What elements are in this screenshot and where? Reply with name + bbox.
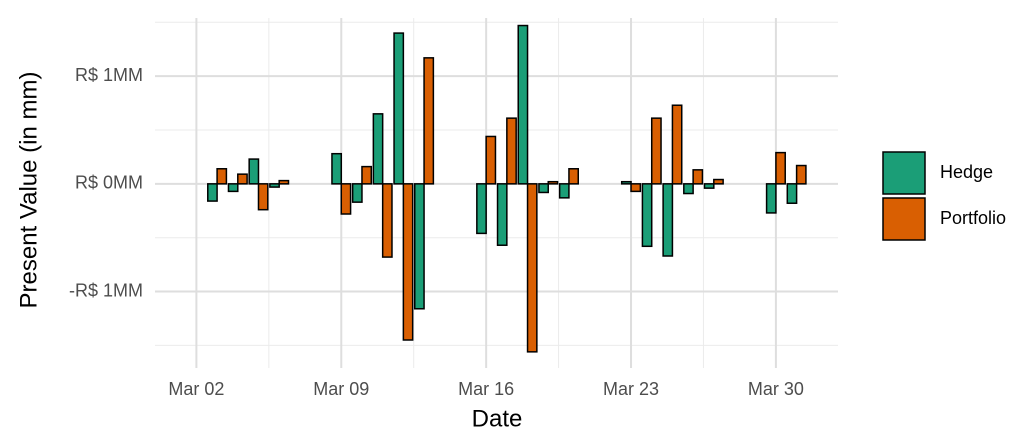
bar bbox=[506, 117, 517, 185]
y-axis-title: Present Value (in mm) bbox=[15, 72, 42, 309]
bar bbox=[248, 158, 260, 185]
bar bbox=[381, 183, 393, 258]
x-tick-label: Mar 16 bbox=[458, 379, 514, 399]
y-tick-label: -R$ 1MM bbox=[69, 280, 143, 300]
bar bbox=[703, 183, 715, 189]
bar bbox=[641, 183, 653, 248]
bar bbox=[278, 179, 290, 185]
bar bbox=[517, 24, 529, 185]
bar bbox=[423, 57, 435, 185]
bar bbox=[496, 183, 508, 246]
bar bbox=[568, 168, 580, 185]
bar bbox=[351, 183, 363, 203]
bar bbox=[340, 183, 352, 215]
bar bbox=[620, 180, 632, 185]
x-tick-label: Mar 02 bbox=[168, 379, 224, 399]
bar bbox=[227, 183, 239, 193]
bar bbox=[269, 183, 280, 188]
x-tick-label: Mar 23 bbox=[603, 379, 659, 399]
legend-label: Portfolio bbox=[940, 208, 1006, 228]
bar bbox=[476, 183, 487, 235]
bar bbox=[650, 117, 662, 185]
bar bbox=[662, 183, 674, 257]
bar bbox=[372, 113, 384, 185]
bar bbox=[630, 183, 642, 193]
bar bbox=[257, 183, 269, 211]
bar bbox=[547, 180, 559, 185]
bar bbox=[331, 152, 343, 185]
bar bbox=[713, 178, 724, 185]
bar bbox=[361, 165, 373, 185]
bar bbox=[558, 183, 570, 199]
legend-key bbox=[882, 197, 926, 241]
bar bbox=[671, 104, 683, 185]
bar bbox=[538, 183, 549, 194]
bar bbox=[775, 151, 786, 185]
x-tick-label: Mar 30 bbox=[748, 379, 804, 399]
bar bbox=[786, 183, 798, 204]
bar bbox=[207, 183, 218, 202]
bar bbox=[692, 169, 704, 185]
bar bbox=[393, 32, 405, 185]
x-axis-title: Date bbox=[472, 405, 523, 432]
bar bbox=[485, 135, 497, 185]
bar bbox=[526, 183, 538, 353]
bar bbox=[795, 164, 807, 185]
bar bbox=[765, 183, 777, 214]
bar bbox=[216, 168, 228, 185]
bar bbox=[237, 173, 248, 185]
y-tick-label: R$ 0MM bbox=[75, 173, 143, 193]
bar bbox=[413, 183, 425, 310]
x-tick-label: Mar 09 bbox=[313, 379, 369, 399]
y-tick-label: R$ 1MM bbox=[75, 65, 143, 85]
legend-label: Hedge bbox=[940, 162, 993, 182]
bar bbox=[402, 183, 414, 341]
bar bbox=[683, 183, 694, 195]
legend-key bbox=[882, 151, 926, 195]
